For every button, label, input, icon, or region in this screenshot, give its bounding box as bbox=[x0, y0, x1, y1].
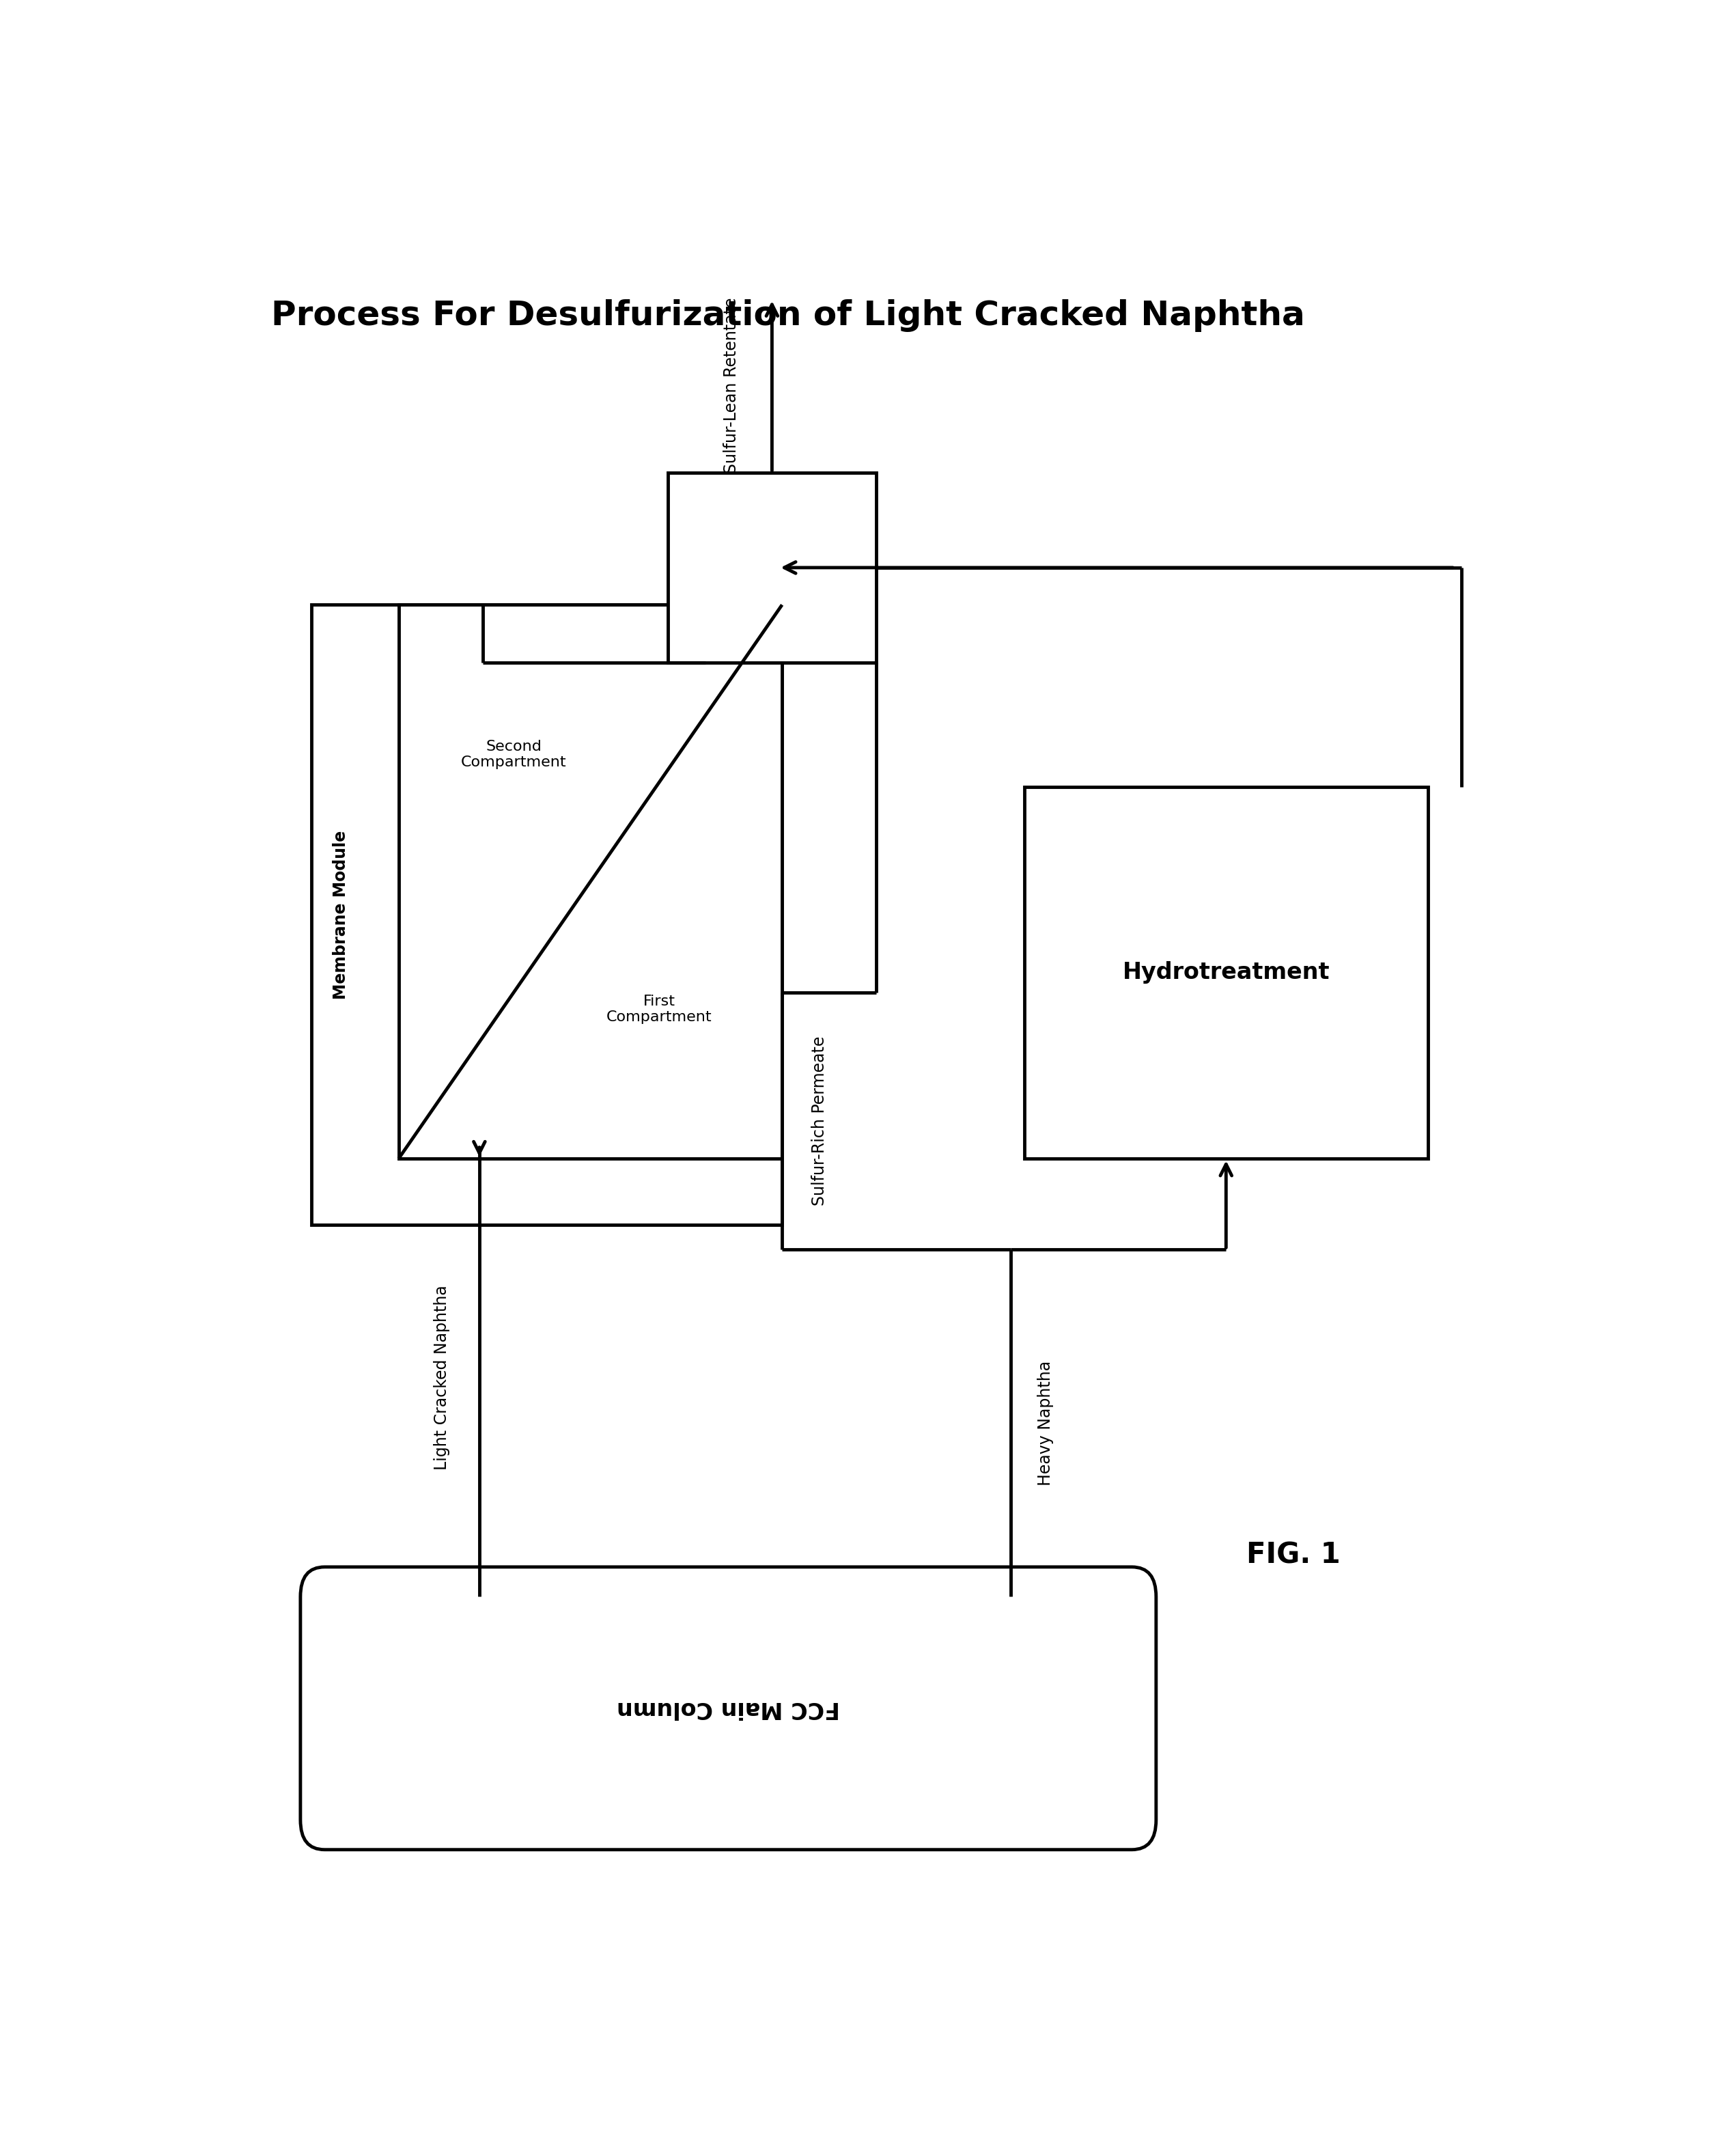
Text: Heavy Naphtha: Heavy Naphtha bbox=[1038, 1361, 1054, 1486]
Text: First
Compartment: First Compartment bbox=[606, 994, 712, 1024]
Bar bbox=[399, 605, 781, 1159]
Text: Light Cracked Naphtha: Light Cracked Naphtha bbox=[434, 1286, 450, 1471]
Text: Sulfur-Rich Permeate: Sulfur-Rich Permeate bbox=[811, 1037, 828, 1207]
Text: Process For Desulfurization of Light Cracked Naphtha: Process For Desulfurization of Light Cra… bbox=[271, 298, 1304, 333]
Bar bbox=[1024, 786, 1427, 1159]
Text: Membrane Module: Membrane Module bbox=[333, 831, 349, 998]
Text: FIG. 1: FIG. 1 bbox=[1246, 1542, 1340, 1569]
Text: FCC Main Column: FCC Main Column bbox=[616, 1696, 840, 1720]
Text: Hydrotreatment: Hydrotreatment bbox=[1123, 962, 1330, 983]
Bar bbox=[668, 472, 877, 663]
Text: Sulfur-Lean Retentate: Sulfur-Lean Retentate bbox=[724, 298, 740, 474]
Bar bbox=[311, 605, 781, 1224]
FancyBboxPatch shape bbox=[300, 1567, 1156, 1851]
Text: Second
Compartment: Second Compartment bbox=[460, 739, 566, 769]
